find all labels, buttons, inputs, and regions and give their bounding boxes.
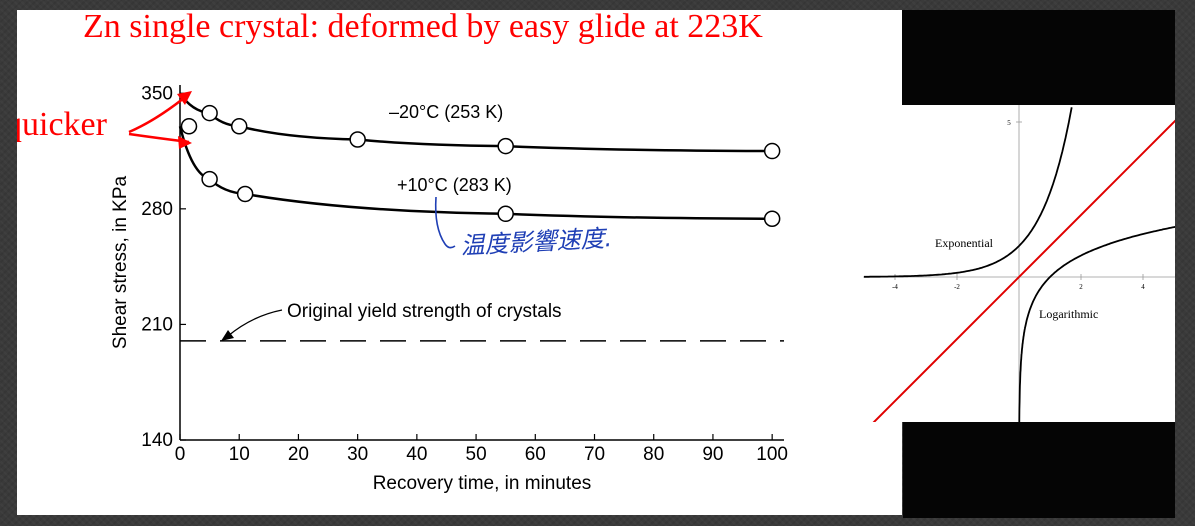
x-tick-label: 10 xyxy=(229,444,250,465)
handwritten-note: 温度影響速度. xyxy=(460,224,613,260)
series-1-point xyxy=(497,137,514,155)
series-2-curve xyxy=(178,125,773,220)
exponential-label: Exponential xyxy=(935,236,994,250)
main-chart-panel: 0 10 20 30 40 50 60 70 80 90 100 140 210 280 350 Recove… xyxy=(17,10,902,515)
series-1-label: –20°C (253 K) xyxy=(389,102,503,122)
x-tick-label: 20 xyxy=(288,444,309,465)
x-tick-label: 50 xyxy=(466,444,487,465)
y-tick-label: 350 xyxy=(141,83,173,104)
x-tick-label: 80 xyxy=(643,444,664,465)
y-axis-title: Shear stress, in KPa xyxy=(110,175,131,349)
identity-line xyxy=(872,119,1175,422)
background-dark-strip xyxy=(880,10,1175,105)
callout-arrowhead-lower xyxy=(178,136,192,149)
inset-x-tick-label: 4 xyxy=(1141,283,1145,291)
exponential-curve xyxy=(864,107,1073,278)
recovery-chart: 0 10 20 30 40 50 60 70 80 90 100 140 210 280 350 Recove… xyxy=(17,83,788,494)
handwritten-tick-mark xyxy=(434,196,456,249)
inset-x-tick-label: 2 xyxy=(1079,283,1083,291)
x-tick-label: 0 xyxy=(175,444,186,465)
series-1-point xyxy=(349,131,366,148)
series-2-point xyxy=(180,118,198,135)
y-tick-label: 210 xyxy=(141,314,173,335)
x-tick-label: 30 xyxy=(347,444,368,465)
x-tick-label: 60 xyxy=(525,444,546,465)
yield-strength-label: Original yield strength of crystals xyxy=(287,301,562,322)
y-tick-label: 280 xyxy=(141,199,173,220)
inset-chart-panel: -4 -2 2 4 5 Exponential Logarithmic xyxy=(863,105,1175,422)
x-tick-label: 90 xyxy=(702,444,723,465)
x-tick-label: 100 xyxy=(756,444,788,465)
x-tick-label: 70 xyxy=(584,444,605,465)
exp-log-chart: -4 -2 2 4 5 Exponential Logarithmic xyxy=(863,105,1175,422)
yield-strength-leader xyxy=(227,309,283,337)
slide-title: Zn single crystal: deformed by easy glid… xyxy=(83,8,763,45)
yield-strength-arrowhead xyxy=(221,330,234,341)
x-axis-title: Recovery time, in minutes xyxy=(373,473,592,494)
series-2-point xyxy=(236,185,254,203)
series-2-point xyxy=(763,210,781,227)
inset-y-tick-label: 5 xyxy=(1007,119,1011,127)
background-dark-strip-lower xyxy=(903,422,1175,518)
inset-x-tick-label: -2 xyxy=(954,283,960,291)
callout-arrowhead-upper xyxy=(177,91,192,105)
logarithmic-label: Logarithmic xyxy=(1039,307,1098,321)
inset-x-tick-label: -4 xyxy=(892,283,898,291)
series-2-label: +10°C (283 K) xyxy=(397,175,512,195)
series-1-point xyxy=(201,104,218,122)
y-tick-label: 140 xyxy=(141,430,173,451)
series-2-point xyxy=(497,205,514,223)
series-1-point xyxy=(763,142,781,160)
quicker-callout: quicker xyxy=(17,106,108,143)
series-2-point xyxy=(201,170,218,188)
logarithmic-curve xyxy=(1018,226,1175,422)
x-tick-label: 40 xyxy=(406,444,427,465)
series-1-point xyxy=(230,118,248,135)
